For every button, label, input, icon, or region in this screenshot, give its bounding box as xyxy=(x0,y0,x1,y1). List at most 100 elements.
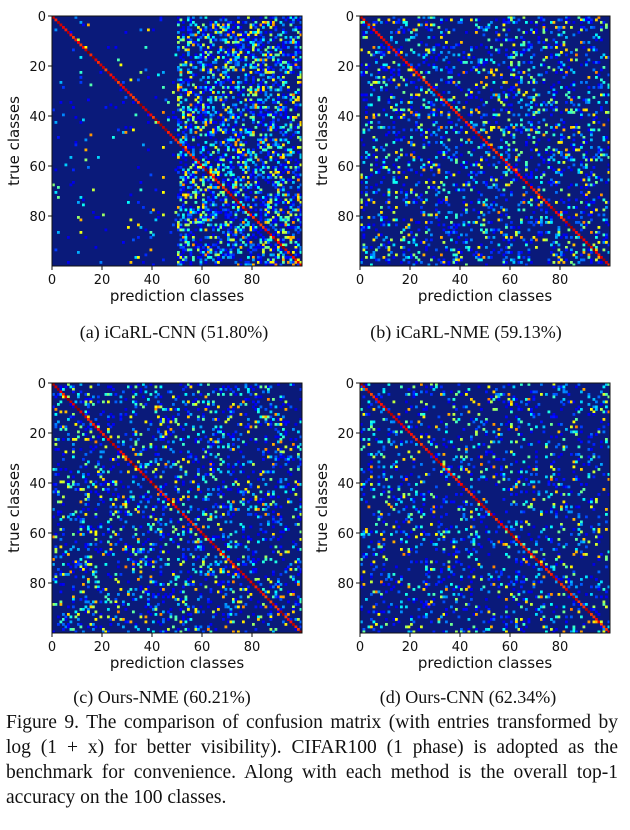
heatmap-cell xyxy=(269,420,273,424)
heatmap-cell xyxy=(380,211,383,214)
heatmap-cell xyxy=(239,413,243,416)
heatmap-cell xyxy=(560,138,563,142)
heatmap-cell xyxy=(269,93,273,97)
heatmap-cell xyxy=(392,21,396,24)
heatmap-cell xyxy=(552,208,556,212)
heatmap-cell xyxy=(297,218,300,222)
heatmap-cell xyxy=(94,216,98,219)
heatmap-cell xyxy=(402,253,406,257)
heatmap-cell xyxy=(289,21,293,24)
heatmap-cell xyxy=(287,86,290,89)
heatmap-cell xyxy=(229,251,233,254)
heatmap-cell xyxy=(154,395,158,399)
heatmap-cell xyxy=(129,261,133,264)
heatmap-cell xyxy=(550,113,553,117)
heatmap-cell xyxy=(425,226,428,229)
heatmap-cell xyxy=(465,211,468,214)
heatmap-cell xyxy=(207,208,210,212)
heatmap-cell xyxy=(274,183,278,187)
heatmap-cell xyxy=(229,223,233,227)
heatmap-cell xyxy=(510,18,513,22)
heatmap-cell xyxy=(410,136,413,139)
heatmap-cell xyxy=(487,51,491,54)
heatmap-cell xyxy=(242,233,245,237)
heatmap-cell xyxy=(254,181,258,184)
heatmap-cell xyxy=(287,420,290,424)
heatmap-cell xyxy=(54,423,58,426)
heatmap-cell xyxy=(274,243,278,247)
heatmap-cell xyxy=(447,203,451,207)
heatmap-cell xyxy=(242,68,245,72)
heatmap-cell xyxy=(174,128,178,132)
heatmap-cell xyxy=(497,113,501,117)
heatmap-cell xyxy=(257,41,260,44)
heatmap-cell xyxy=(452,108,456,112)
heatmap-cell xyxy=(380,216,383,219)
heatmap-cell xyxy=(219,430,223,434)
heatmap-cell xyxy=(287,41,290,44)
heatmap-cell xyxy=(605,261,608,264)
heatmap-cell xyxy=(602,136,606,139)
heatmap-cell xyxy=(547,258,551,262)
heatmap-cell xyxy=(467,113,471,117)
heatmap-cell xyxy=(555,211,558,214)
heatmap-cell xyxy=(207,111,210,114)
heatmap-cell xyxy=(535,21,538,24)
heatmap-cell xyxy=(457,118,461,122)
heatmap-cell xyxy=(262,88,265,92)
heatmap-cell xyxy=(587,191,591,194)
heatmap-cell xyxy=(407,168,411,172)
heatmap-cell xyxy=(560,133,563,137)
heatmap-cell xyxy=(197,101,200,104)
heatmap-cell xyxy=(607,73,611,77)
heatmap-cell xyxy=(224,23,228,27)
heatmap-cell xyxy=(229,221,233,224)
heatmap-cell xyxy=(117,81,120,84)
heatmap-cell xyxy=(284,148,288,152)
heatmap-cell xyxy=(154,405,158,409)
heatmap-cell xyxy=(552,128,556,132)
heatmap-cell xyxy=(297,103,300,107)
heatmap-cell xyxy=(267,211,270,214)
heatmap-cell xyxy=(159,18,163,22)
heatmap-cell xyxy=(204,51,208,54)
heatmap-cell xyxy=(400,138,403,142)
heatmap-cell xyxy=(284,81,288,84)
heatmap-cell xyxy=(580,211,583,214)
heatmap-cell xyxy=(530,121,533,124)
heatmap-cell xyxy=(204,208,208,212)
heatmap-cell xyxy=(372,21,376,24)
heatmap-cell xyxy=(87,398,90,401)
heatmap-cell xyxy=(277,430,280,434)
heatmap-cell xyxy=(465,183,468,187)
heatmap-cell xyxy=(395,166,398,169)
heatmap-cell xyxy=(202,76,205,79)
heatmap-cell xyxy=(475,123,478,127)
heatmap-cell xyxy=(377,258,381,262)
heatmap-cell xyxy=(282,258,285,262)
heatmap-cell xyxy=(207,131,210,134)
heatmap-cell xyxy=(445,151,448,154)
heatmap-cell xyxy=(214,425,218,429)
heatmap-cell xyxy=(289,151,293,154)
heatmap-cell xyxy=(274,61,278,64)
heatmap-cell xyxy=(377,246,381,249)
heatmap-cell xyxy=(510,191,513,194)
heatmap-cell xyxy=(202,166,205,169)
heatmap-cell xyxy=(254,126,258,129)
heatmap-cell xyxy=(382,63,386,67)
heatmap-cell xyxy=(492,183,496,187)
heatmap-cell xyxy=(269,410,273,414)
heatmap-cell xyxy=(177,395,180,399)
heatmap-cell xyxy=(455,151,458,154)
heatmap-cell xyxy=(164,98,168,102)
heatmap-cell xyxy=(582,226,586,229)
heatmap-cell xyxy=(425,26,428,29)
heatmap-cell xyxy=(222,141,225,144)
heatmap-cell xyxy=(72,390,75,394)
heatmap-cell xyxy=(600,178,603,182)
heatmap-cell xyxy=(252,106,255,109)
heatmap-cell xyxy=(565,71,568,74)
heatmap-cell xyxy=(217,173,220,177)
heatmap-cell xyxy=(502,193,506,197)
